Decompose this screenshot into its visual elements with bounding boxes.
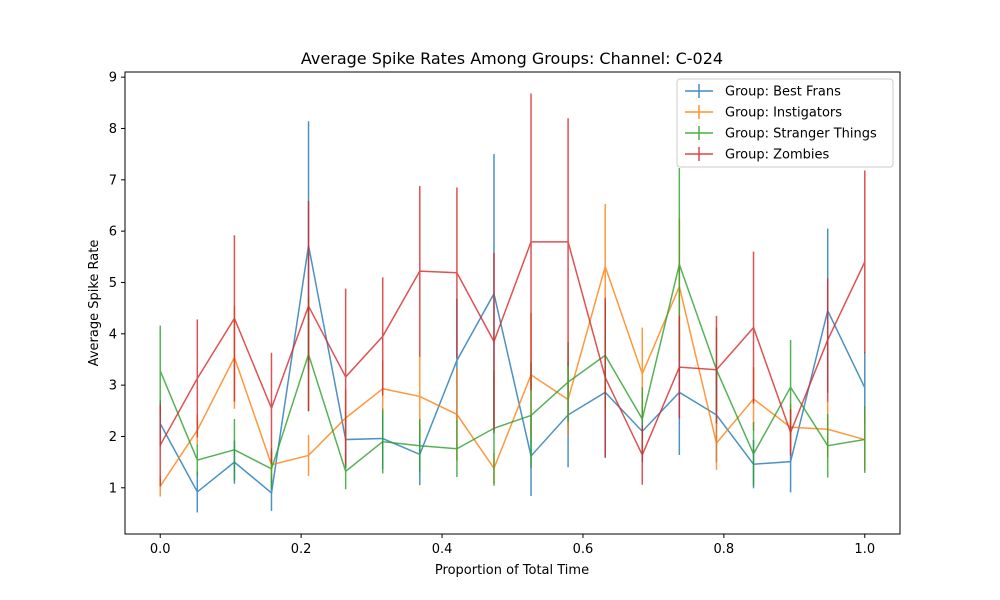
- legend-label: Group: Zombies: [725, 148, 829, 163]
- plot-frame: [124, 71, 901, 535]
- x-tick-label: 1.0: [854, 542, 875, 557]
- legend-label: Group: Instigators: [725, 106, 842, 121]
- x-tick-label: 0.4: [432, 542, 453, 557]
- x-tick-label: 0.2: [291, 542, 312, 557]
- legend-item: [685, 126, 713, 140]
- y-tick-label: 4: [109, 327, 117, 342]
- y-tick-label: 6: [109, 225, 117, 240]
- series-line: [159, 241, 866, 457]
- legend-item: [685, 84, 713, 98]
- legend-box: [676, 78, 894, 168]
- series-line: [159, 261, 865, 473]
- series-3: [159, 93, 866, 487]
- y-tick-label: 1: [109, 481, 117, 496]
- y-tick-label: 2: [109, 430, 117, 445]
- series-layer: [159, 93, 866, 513]
- x-axis-label: Proportion of Total Time: [435, 563, 589, 578]
- y-axis: 1 2 3 4 5 6 7 8 9: [109, 71, 125, 496]
- x-tick-label: 0.0: [150, 542, 171, 557]
- y-tick-label: 8: [109, 122, 117, 137]
- y-tick-label: 5: [109, 276, 117, 291]
- legend: Group: Best Frans Group: Instigators Group…: [676, 78, 894, 168]
- legend-label: Group: Stranger Things: [725, 127, 877, 142]
- x-axis: 0.0 0.2 0.4 0.6 0.8 1.0: [150, 534, 875, 557]
- y-axis-label: Average Spike Rate: [87, 240, 102, 367]
- y-tick-label: 3: [109, 379, 117, 394]
- legend-item: [685, 105, 713, 119]
- chart-title: Average Spike Rates Among Groups: Channe…: [301, 49, 723, 68]
- x-tick-label: 0.6: [573, 542, 594, 557]
- legend-label: Group: Best Frans: [725, 85, 841, 100]
- x-tick-label: 0.8: [714, 542, 735, 557]
- y-tick-label: 7: [109, 173, 117, 188]
- y-tick-label: 9: [109, 71, 117, 86]
- legend-item: [685, 147, 713, 161]
